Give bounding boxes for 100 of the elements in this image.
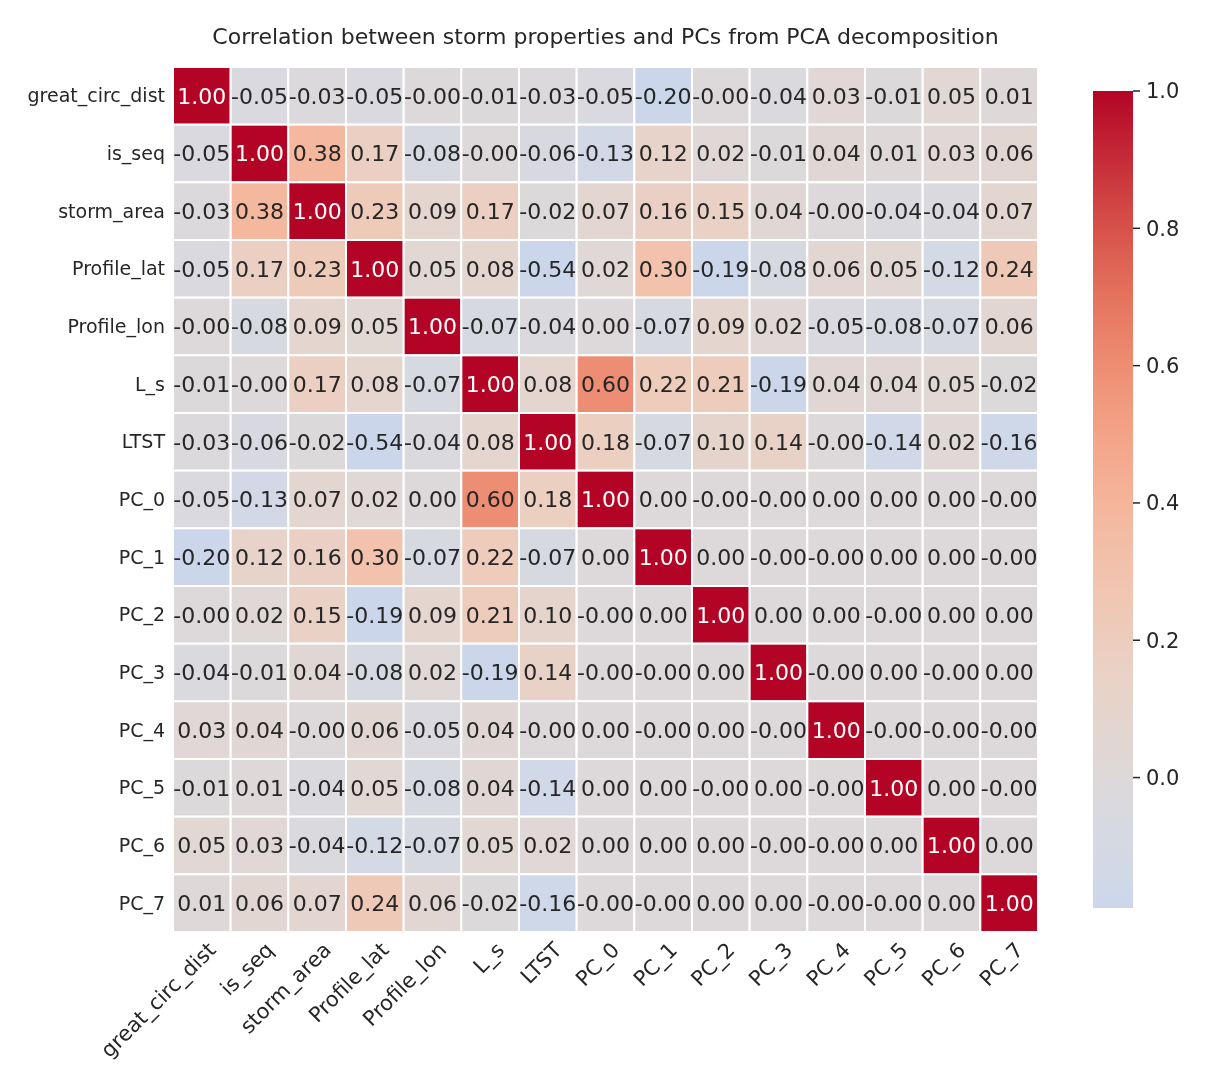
data-label: -0.07 bbox=[404, 833, 461, 859]
data-label: -0.00 bbox=[634, 891, 692, 917]
data-label: 0.03 bbox=[927, 141, 976, 167]
data-label: 0.02 bbox=[696, 141, 746, 167]
data-label: 0.01 bbox=[177, 891, 227, 917]
data-label: 0.04 bbox=[811, 141, 861, 167]
data-label: -0.20 bbox=[634, 83, 692, 109]
data-label: 0.00 bbox=[638, 487, 688, 513]
data-label: 0.05 bbox=[177, 833, 227, 859]
color-bar-label: 0.2 bbox=[1146, 628, 1180, 653]
data-label: -0.00 bbox=[404, 83, 461, 109]
data-label: 1.00 bbox=[869, 775, 919, 801]
data-label: 0.00 bbox=[869, 487, 919, 513]
data-label: 0.00 bbox=[696, 833, 746, 859]
x-tick-label: L_s bbox=[468, 937, 510, 979]
data-label: 0.09 bbox=[292, 314, 342, 340]
data-label: -0.07 bbox=[519, 545, 577, 571]
data-label: 0.02 bbox=[408, 660, 457, 686]
data-label: -0.00 bbox=[461, 141, 519, 167]
data-label: -0.02 bbox=[288, 429, 346, 455]
data-label: 0.00 bbox=[754, 775, 803, 801]
data-label: 1.00 bbox=[927, 833, 976, 859]
data-label: 0.07 bbox=[984, 199, 1034, 225]
color-bar-label: 0.8 bbox=[1146, 216, 1180, 241]
data-label: -0.14 bbox=[519, 775, 577, 801]
data-label: 0.23 bbox=[350, 199, 400, 225]
data-label: 0.38 bbox=[292, 141, 342, 167]
data-label: -0.07 bbox=[404, 372, 461, 398]
data-label: 0.17 bbox=[235, 256, 284, 282]
data-label: -0.04 bbox=[923, 199, 980, 225]
data-label: 0.05 bbox=[350, 775, 400, 801]
data-label: 0.12 bbox=[638, 141, 688, 167]
data-label: 0.15 bbox=[292, 602, 342, 628]
y-tick-label: is_seq bbox=[106, 142, 165, 166]
data-label: -0.19 bbox=[750, 372, 807, 398]
y-tick-label: LTST bbox=[121, 430, 166, 453]
data-label: -0.01 bbox=[461, 83, 519, 109]
data-label: 0.00 bbox=[984, 602, 1034, 628]
data-label: -0.20 bbox=[173, 545, 231, 571]
data-label: 0.06 bbox=[811, 256, 861, 282]
data-label: -0.03 bbox=[519, 83, 577, 109]
data-label: -0.00 bbox=[750, 718, 807, 744]
data-label: -0.03 bbox=[173, 429, 231, 455]
data-label: 0.00 bbox=[638, 833, 688, 859]
data-label: -0.05 bbox=[231, 83, 288, 109]
data-label: 0.17 bbox=[350, 141, 400, 167]
data-label: -0.00 bbox=[173, 602, 231, 628]
data-label: -0.00 bbox=[807, 775, 865, 801]
data-label: -0.02 bbox=[980, 372, 1038, 398]
data-label: 1.00 bbox=[696, 602, 746, 628]
data-label: 0.30 bbox=[350, 545, 400, 571]
data-label: 0.02 bbox=[754, 314, 803, 340]
data-label: 0.00 bbox=[696, 545, 746, 571]
y-tick-label: great_circ_dist bbox=[27, 84, 165, 108]
data-label: -0.05 bbox=[346, 83, 404, 109]
data-label: -0.01 bbox=[173, 372, 231, 398]
y-tick-label: PC_0 bbox=[118, 488, 165, 512]
data-label: 1.00 bbox=[350, 256, 400, 282]
data-label: 0.08 bbox=[523, 372, 573, 398]
data-label: -0.04 bbox=[750, 83, 807, 109]
data-label: -0.01 bbox=[865, 83, 923, 109]
chart-title: Correlation between storm properties and PCs from PCA decomposition bbox=[212, 24, 999, 49]
data-label: 0.15 bbox=[696, 199, 746, 225]
data-label: 0.02 bbox=[581, 256, 630, 282]
data-label: -0.07 bbox=[404, 545, 461, 571]
data-label: -0.05 bbox=[807, 314, 865, 340]
data-label: -0.00 bbox=[692, 83, 750, 109]
data-label: 0.07 bbox=[292, 487, 342, 513]
data-label: -0.03 bbox=[173, 199, 231, 225]
data-label: 0.00 bbox=[927, 545, 976, 571]
data-label: 0.00 bbox=[581, 833, 630, 859]
data-label: 0.30 bbox=[638, 256, 688, 282]
data-label: -0.04 bbox=[865, 199, 923, 225]
data-label: 0.06 bbox=[235, 891, 284, 917]
data-label: 0.17 bbox=[292, 372, 342, 398]
data-label: 0.23 bbox=[292, 256, 342, 282]
data-label: -0.05 bbox=[173, 487, 231, 513]
color-bar-label: 0.4 bbox=[1146, 491, 1180, 516]
data-label: 1.00 bbox=[638, 545, 688, 571]
data-label: 0.04 bbox=[465, 775, 515, 801]
y-tick-label: PC_5 bbox=[118, 776, 165, 800]
data-label: 0.04 bbox=[754, 199, 803, 225]
data-label: -0.07 bbox=[461, 314, 519, 340]
data-label: -0.00 bbox=[980, 487, 1038, 513]
data-label: 0.00 bbox=[984, 833, 1034, 859]
data-label: -0.00 bbox=[750, 545, 807, 571]
data-label: 1.00 bbox=[292, 199, 342, 225]
data-label: 0.01 bbox=[869, 141, 919, 167]
data-label: 1.00 bbox=[581, 487, 630, 513]
data-label: -0.13 bbox=[231, 487, 288, 513]
data-label: 0.00 bbox=[811, 602, 861, 628]
data-label: 0.00 bbox=[927, 775, 976, 801]
data-label: 0.05 bbox=[465, 833, 515, 859]
data-label: 0.00 bbox=[581, 545, 630, 571]
y-tick-label: PC_2 bbox=[118, 603, 165, 627]
data-label: -0.00 bbox=[980, 545, 1038, 571]
data-label: -0.03 bbox=[288, 83, 346, 109]
data-label: 0.06 bbox=[984, 141, 1034, 167]
data-label: 0.08 bbox=[465, 256, 515, 282]
data-label: 0.21 bbox=[465, 602, 515, 628]
